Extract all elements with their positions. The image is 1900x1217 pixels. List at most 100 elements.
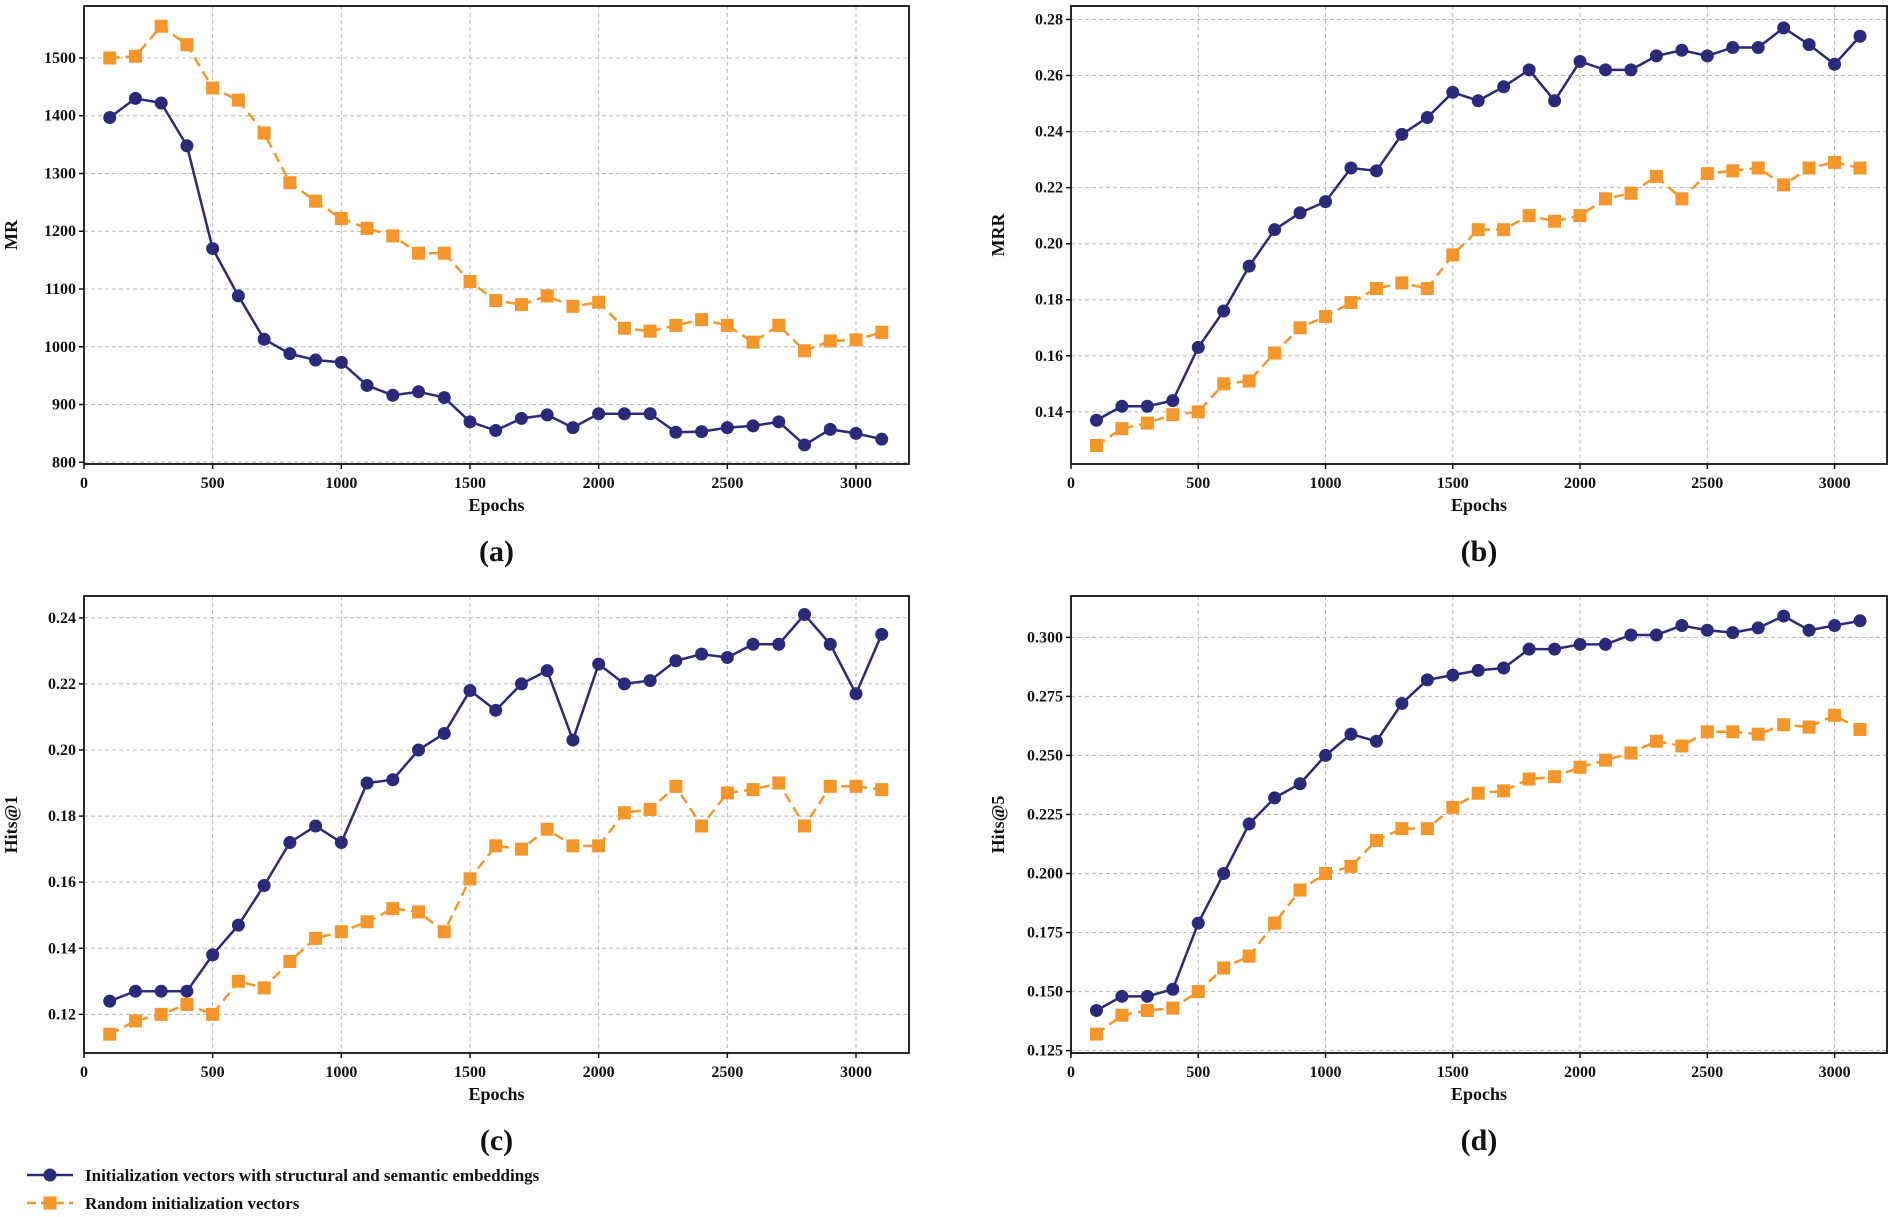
data-point-square xyxy=(463,872,477,886)
data-point-square xyxy=(309,931,323,945)
x-tick-label: 1000 xyxy=(1310,475,1342,492)
data-point-circle xyxy=(1726,40,1740,54)
data-point-square xyxy=(283,954,297,968)
data-point-circle xyxy=(1166,394,1180,408)
data-point-square xyxy=(1140,1003,1154,1017)
data-point-square xyxy=(360,221,374,235)
data-point-circle xyxy=(1089,1003,1103,1017)
y-tick-label: 0.18 xyxy=(48,808,76,825)
data-point-circle xyxy=(1777,609,1791,623)
data-point-square xyxy=(1395,276,1409,290)
data-point-square xyxy=(1624,746,1638,760)
y-tick-label: 0.300 xyxy=(1027,629,1063,646)
data-point-circle xyxy=(772,637,786,651)
data-point-square xyxy=(1726,164,1740,178)
x-axis-label: Epochs xyxy=(468,1084,524,1104)
data-point-circle xyxy=(360,776,374,790)
x-tick-label: 500 xyxy=(201,475,225,492)
data-point-square xyxy=(437,246,451,260)
data-point-circle xyxy=(746,419,760,433)
data-point-square xyxy=(283,176,297,190)
data-point-circle xyxy=(128,91,142,105)
data-point-circle xyxy=(103,110,117,124)
data-point-square xyxy=(1649,169,1663,183)
data-point-circle xyxy=(669,654,683,668)
x-tick-label: 2000 xyxy=(1564,475,1596,492)
data-point-circle xyxy=(592,657,606,671)
x-tick-label: 2000 xyxy=(583,475,615,492)
data-point-circle xyxy=(386,388,400,402)
data-point-square xyxy=(154,19,168,33)
legend: Initialization vectors with structural a… xyxy=(27,1166,540,1213)
data-point-square xyxy=(463,274,477,288)
data-point-circle xyxy=(823,422,837,436)
data-point-circle xyxy=(437,391,451,405)
data-point-circle xyxy=(489,703,503,717)
data-point-circle xyxy=(1649,49,1663,63)
data-point-circle xyxy=(849,687,863,701)
data-point-circle xyxy=(309,819,323,833)
data-point-square xyxy=(695,313,709,327)
data-point-circle xyxy=(1624,63,1638,77)
data-point-square xyxy=(180,997,194,1011)
data-point-square xyxy=(1268,916,1282,930)
data-point-square xyxy=(1624,186,1638,200)
data-point-circle xyxy=(180,984,194,998)
data-point-square xyxy=(823,779,837,793)
data-point-square xyxy=(1548,770,1562,784)
y-tick-label: 1400 xyxy=(44,108,76,125)
data-point-circle xyxy=(849,426,863,440)
x-axis-label: Epochs xyxy=(1451,495,1507,515)
data-point-square xyxy=(1700,725,1714,739)
data-point-circle xyxy=(695,647,709,661)
data-point-square xyxy=(1700,167,1714,181)
data-point-circle xyxy=(334,836,348,850)
data-point-square xyxy=(360,915,374,929)
data-point-square xyxy=(1853,161,1867,175)
data-point-square xyxy=(1828,155,1842,169)
data-point-circle xyxy=(1471,663,1485,677)
data-point-circle xyxy=(1828,57,1842,71)
y-tick-label: 0.16 xyxy=(48,874,76,891)
data-point-square xyxy=(798,819,812,833)
data-point-square xyxy=(695,819,709,833)
data-point-circle xyxy=(206,242,220,256)
data-point-square xyxy=(643,802,657,816)
data-point-square xyxy=(489,839,503,853)
data-point-circle xyxy=(1115,399,1129,413)
legend-label: Random initialization vectors xyxy=(85,1194,300,1213)
x-tick-label: 500 xyxy=(1186,475,1210,492)
data-point-square xyxy=(103,51,117,65)
data-point-square xyxy=(386,229,400,243)
y-tick-label: 0.275 xyxy=(1027,688,1063,705)
data-point-square xyxy=(1420,822,1434,836)
data-point-square xyxy=(772,776,786,790)
data-point-square xyxy=(231,974,245,988)
data-point-circle xyxy=(1726,626,1740,640)
data-point-square xyxy=(1497,784,1511,798)
data-point-square xyxy=(540,289,554,303)
y-axis-label: MR xyxy=(1,219,21,250)
data-point-square xyxy=(592,295,606,309)
y-tick-label: 0.225 xyxy=(1027,806,1063,823)
data-point-circle xyxy=(669,425,683,439)
data-point-circle xyxy=(720,421,734,435)
data-point-circle xyxy=(1802,38,1816,52)
data-point-square xyxy=(849,333,863,347)
data-point-circle xyxy=(1649,628,1663,642)
data-point-square xyxy=(1751,161,1765,175)
x-tick-label: 2500 xyxy=(1691,475,1723,492)
data-point-circle xyxy=(1369,164,1383,178)
data-point-circle xyxy=(1853,614,1867,628)
data-point-square xyxy=(437,925,451,939)
y-tick-label: 900 xyxy=(52,397,76,414)
data-point-square xyxy=(669,779,683,793)
data-point-circle xyxy=(643,674,657,688)
plot-frame xyxy=(1070,5,1888,465)
data-point-square xyxy=(1598,753,1612,767)
data-point-square xyxy=(1471,223,1485,237)
series-line-2 xyxy=(1095,161,1861,447)
data-point-square xyxy=(1344,859,1358,873)
data-point-square xyxy=(1649,734,1663,748)
x-tick-label: 0 xyxy=(80,1064,88,1081)
